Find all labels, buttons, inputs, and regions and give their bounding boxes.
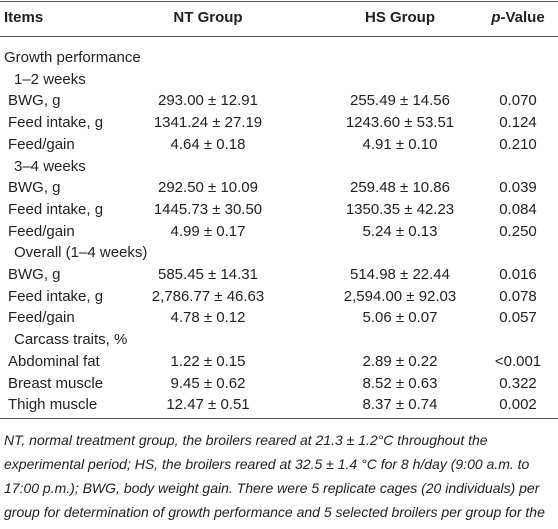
cell: 4.78 ± 0.12 — [170, 309, 246, 327]
header-rule — [0, 36, 558, 37]
header-cell: p-Value — [418, 8, 558, 28]
cell: 292.50 ± 10.09 — [158, 179, 258, 197]
cell: 293.00 ± 12.91 — [158, 92, 258, 110]
row-label: Feed intake, g — [8, 287, 104, 305]
cell: 0.210 — [499, 135, 537, 153]
subsection-label: 1–2 weeks — [14, 70, 86, 88]
cell: 0.039 — [499, 179, 537, 197]
cell: 5.24 ± 0.13 — [362, 222, 438, 240]
cell: 0.250 — [499, 222, 537, 240]
bottom-rule — [0, 418, 558, 419]
cell: 0.322 — [499, 374, 537, 392]
cell: 0.070 — [499, 92, 537, 110]
cell: 12.47 ± 0.51 — [166, 396, 250, 414]
cell: 0.084 — [499, 200, 537, 218]
header-cell: Items — [4, 8, 43, 28]
row-label: Feed/gain — [8, 135, 75, 153]
cell: 5.06 ± 0.07 — [362, 309, 438, 327]
cell: 0.016 — [499, 266, 537, 283]
cell: 2.89 ± 0.22 — [362, 352, 438, 370]
cell: 0.078 — [499, 287, 537, 305]
section-label: Growth performance — [4, 49, 141, 66]
cell: 2,594.00 ± 92.03 — [343, 287, 457, 305]
row-label: Thigh muscle — [8, 396, 98, 414]
header-text: NT Group — [173, 9, 243, 26]
cell: 514.98 ± 22.44 — [350, 266, 450, 283]
row-label: Feed/gain — [8, 222, 75, 240]
cell: 4.91 ± 0.10 — [362, 135, 438, 153]
cell: 9.45 ± 0.62 — [170, 374, 246, 392]
subsection-label: Carcass traits, % — [14, 331, 128, 349]
cell: 585.45 ± 14.31 — [158, 266, 258, 283]
cell: 1341.24 ± 27.19 — [153, 114, 263, 132]
cell: 0.002 — [499, 396, 537, 414]
cell: 1350.35 ± 42.23 — [345, 200, 455, 218]
cell: 255.49 ± 14.56 — [350, 92, 450, 110]
header-text: Items — [4, 9, 44, 26]
subsection-label: Overall (1–4 weeks) — [14, 244, 148, 262]
cell: 4.99 ± 0.17 — [170, 222, 246, 240]
header-cell: NT Group — [108, 8, 308, 28]
row-label: Feed/gain — [8, 309, 75, 327]
cell: 0.057 — [499, 309, 537, 327]
cell: 0.124 — [499, 114, 537, 132]
cell: 1445.73 ± 30.50 — [153, 200, 263, 218]
cell: 8.37 ± 0.74 — [362, 396, 438, 414]
row-label: Feed intake, g — [8, 200, 104, 218]
top-rule — [0, 1, 558, 2]
row-label: BWG, g — [8, 266, 61, 283]
cell: 2,786.77 ± 46.63 — [151, 287, 265, 305]
cell: 8.52 ± 0.63 — [362, 374, 438, 392]
row-label: BWG, g — [8, 179, 61, 197]
row-label: Feed intake, g — [8, 114, 104, 132]
subsection-label: 3–4 weeks — [14, 157, 86, 175]
cell: 4.64 ± 0.18 — [170, 135, 246, 153]
header-italic: p — [491, 9, 501, 26]
row-label: Abdominal fat — [8, 352, 100, 370]
cell: 1243.60 ± 53.51 — [345, 114, 455, 132]
cell: 259.48 ± 10.86 — [350, 179, 450, 197]
header-text: HS Group — [365, 9, 435, 26]
footnote: NT, normal treatment group, the broilers… — [4, 432, 545, 529]
cell: <0.001 — [494, 352, 542, 370]
header-text: -Value — [500, 9, 545, 26]
row-label: BWG, g — [8, 92, 61, 110]
cell: 1.22 ± 0.15 — [170, 352, 246, 370]
header-cell: HS Group — [300, 8, 500, 28]
row-label: Breast muscle — [8, 374, 104, 392]
